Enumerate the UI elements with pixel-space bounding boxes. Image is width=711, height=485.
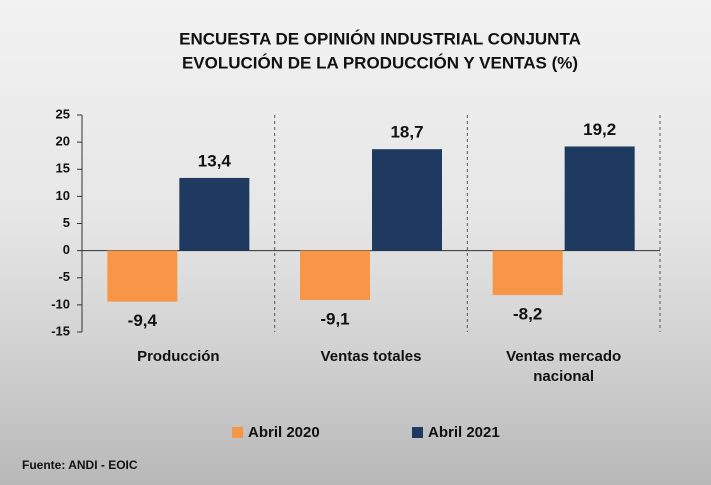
x-tick-label: Producción [93,347,263,367]
x-tick-label: Ventas mercado nacional [479,347,649,387]
value-label: 13,4 [198,151,232,170]
x-tick-label: Ventas totales [286,347,456,367]
bar [372,149,442,250]
y-tick-label: 5 [63,215,70,230]
y-tick-label: -10 [51,296,70,311]
source: Fuente: ANDI - EOIC [22,458,138,472]
y-tick-label: 15 [56,161,70,176]
bar [493,251,563,295]
bar [179,178,249,251]
page: ENCUESTA DE OPINIÓN INDUSTRIAL CONJUNTA … [0,0,711,485]
legend-swatch [412,427,423,438]
value-label: -8,2 [513,305,542,324]
chart-subtitle: EVOLUCIÓN DE LA PRODUCCIÓN Y VENTAS (%) [182,53,578,72]
legend-label: Abril 2021 [428,424,500,441]
bar [300,251,370,300]
value-label: 18,7 [390,123,423,142]
value-label: 19,2 [583,120,616,139]
y-tick-label: -5 [58,269,70,284]
y-tick-label: 20 [56,134,70,149]
bar [565,146,635,250]
y-tick-label: -15 [51,323,70,338]
value-label: -9,4 [128,311,158,330]
y-tick-label: 10 [56,188,70,203]
legend-swatch [232,427,243,438]
chart-title: ENCUESTA DE OPINIÓN INDUSTRIAL CONJUNTA [179,29,581,48]
legend-label: Abril 2020 [248,424,320,441]
value-label: -9,1 [320,309,349,328]
y-tick-label: 25 [56,106,70,121]
chart: ENCUESTA DE OPINIÓN INDUSTRIAL CONJUNTA … [0,0,711,485]
y-tick-label: 0 [63,242,70,257]
bar [107,251,177,302]
